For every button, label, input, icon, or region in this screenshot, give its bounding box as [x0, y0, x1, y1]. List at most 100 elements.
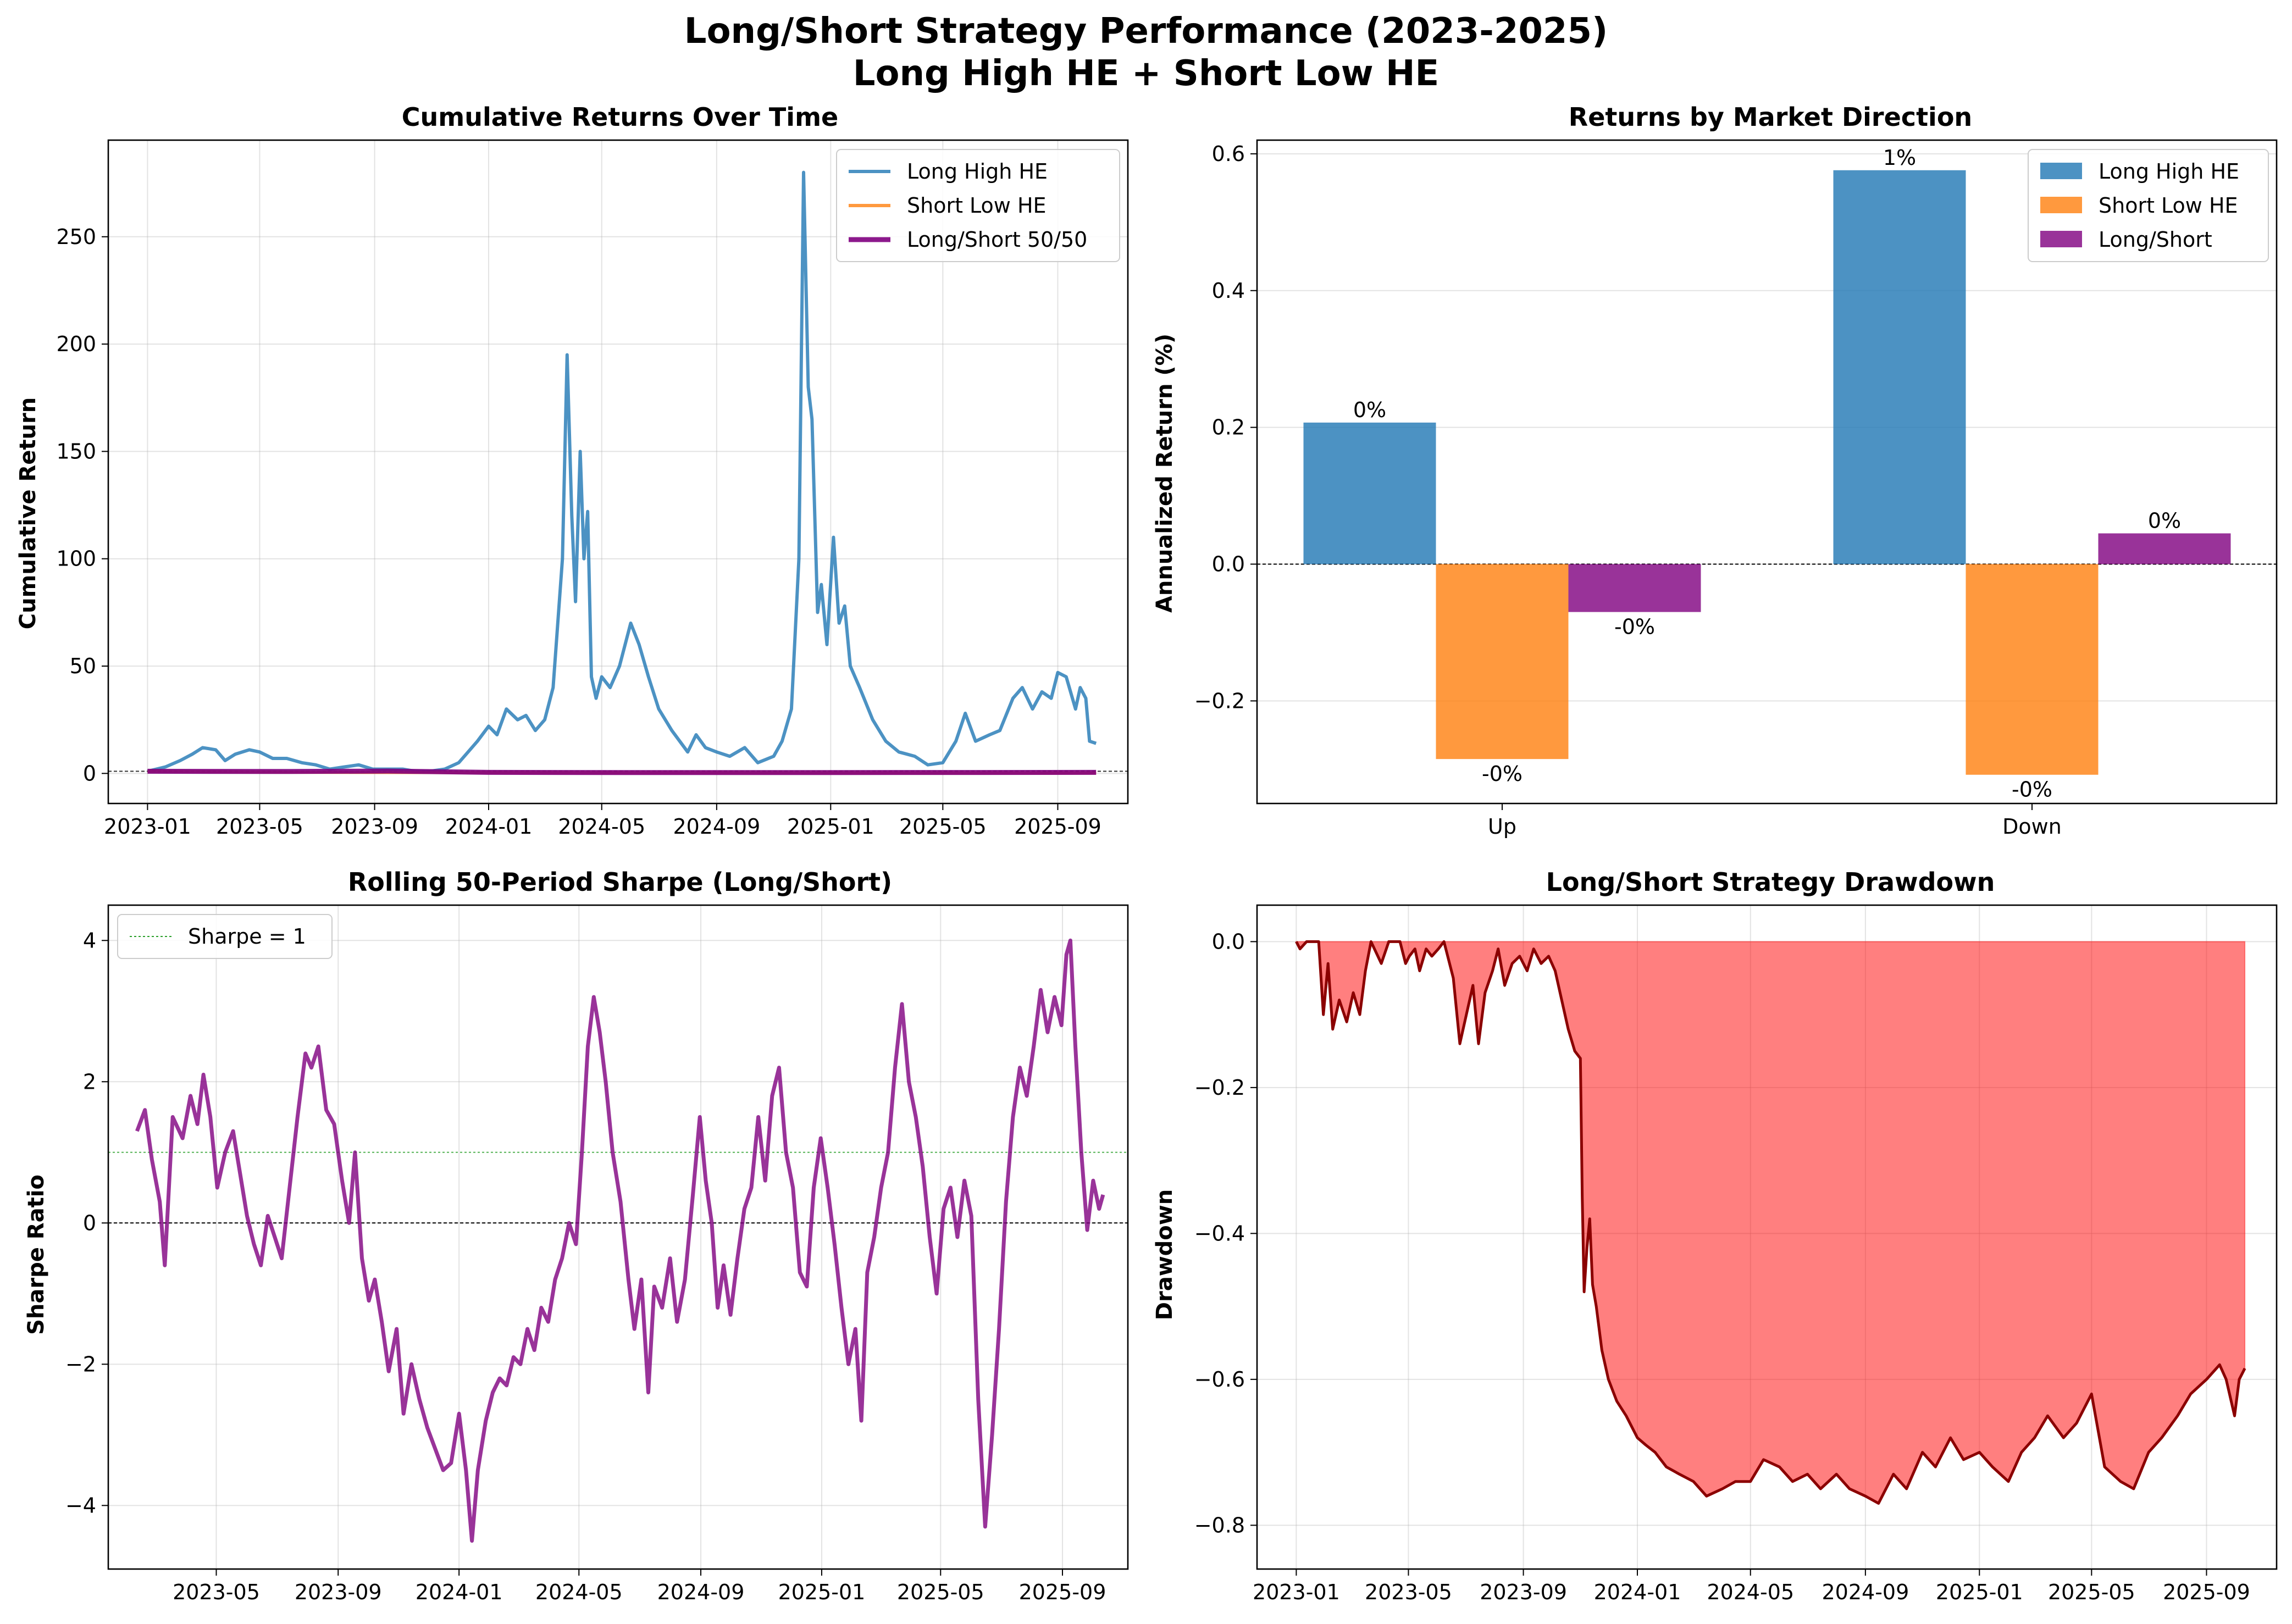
panel-title: Long/Short Strategy Drawdown	[1546, 867, 1995, 897]
legend-label: Long High HE	[2099, 159, 2239, 184]
x-tick-label: 2023-09	[331, 814, 418, 839]
bar-value-label: -0%	[1614, 615, 1655, 639]
y-tick-label: −0.6	[1194, 1367, 1245, 1392]
x-tick-label: 2025-09	[1019, 1580, 1106, 1604]
legend-label: Short Low HE	[907, 193, 1047, 218]
legend-label: Long/Short	[2099, 228, 2212, 252]
x-tick-label: 2025-01	[778, 1580, 866, 1604]
axes-frame	[1256, 904, 2278, 1570]
drawdown-line	[1295, 940, 2246, 1505]
y-tick-label: −0.2	[1194, 689, 1245, 713]
x-tick-label: 2023-09	[295, 1580, 382, 1604]
x-tick-label: 2023-01	[104, 814, 191, 839]
bar-value-label: -0%	[2012, 778, 2052, 802]
y-tick-label: 2	[83, 1069, 96, 1094]
y-axis-label: Sharpe Ratio	[24, 1174, 49, 1335]
y-tick-label: −2	[65, 1352, 96, 1376]
legend-swatch	[2040, 231, 2082, 247]
legend-box	[2028, 149, 2269, 262]
y-tick-label: 250	[56, 225, 96, 249]
bar-value-label: 1%	[1883, 146, 1916, 170]
x-tick-label: Up	[1488, 814, 1516, 839]
y-tick-label: 0	[83, 1211, 96, 1235]
y-tick-label: 0	[83, 761, 96, 785]
panel-title: Rolling 50-Period Sharpe (Long/Short)	[348, 867, 892, 897]
panel-drawdown: Long/Short Strategy Drawdown Drawdown 20…	[1152, 867, 2278, 1604]
y-tick-label: 50	[70, 654, 96, 678]
drawdown-area	[1295, 940, 2246, 1504]
y-axis-label: Drawdown	[1152, 1189, 1177, 1320]
bar-value-label: 0%	[1353, 398, 1386, 422]
x-tick-label: 2023-01	[1253, 1580, 1340, 1604]
legend-swatch	[2040, 197, 2082, 213]
panel-title: Returns by Market Direction	[1569, 102, 1972, 132]
x-tick-label: 2024-05	[1707, 1580, 1794, 1604]
y-tick-label: 150	[56, 439, 96, 463]
y-tick-label: 0.6	[1212, 142, 1245, 166]
y-axis-label: Annualized Return (%)	[1152, 334, 1177, 613]
series-line	[147, 768, 1097, 775]
y-tick-label: 200	[56, 332, 96, 356]
y-tick-label: 0.0	[1212, 929, 1245, 954]
panel-returns-by-direction: Returns by Market Direction Annualized R…	[1152, 102, 2278, 839]
y-axis-label: Cumulative Return	[15, 397, 41, 629]
y-tick-label: 0.2	[1212, 415, 1245, 440]
legend-swatch	[2040, 163, 2082, 179]
axes-frame	[107, 139, 1129, 805]
y-tick-label: 0.4	[1212, 279, 1245, 303]
x-tick-label: 2025-01	[1936, 1580, 2023, 1604]
figure-title-line2: Long High HE + Short Low HE	[853, 53, 1440, 94]
sharpe-line	[135, 938, 1105, 1543]
panel-title: Cumulative Returns Over Time	[402, 102, 838, 132]
y-tick-label: 100	[56, 547, 96, 571]
plot-area: 2023-05 2023-09 2024-01 2024-05 2024-09 2025-…	[65, 904, 1129, 1604]
legend-box	[117, 914, 333, 959]
legend-label: Short Low HE	[2099, 193, 2238, 218]
bar	[1436, 564, 1569, 760]
bar	[1568, 564, 1701, 612]
x-tick-label: 2024-01	[416, 1580, 503, 1604]
x-tick-label: 2025-09	[2163, 1580, 2250, 1604]
bar	[2098, 533, 2231, 564]
x-tick-label: 2024-05	[535, 1580, 623, 1604]
x-tick-label: 2025-01	[787, 814, 874, 839]
panel-cumulative-returns: Cumulative Returns Over Time Cumulative …	[15, 102, 1129, 839]
x-tick-label: Down	[2002, 814, 2062, 839]
legend-label: Long High HE	[907, 159, 1048, 184]
y-tick-label: 0.0	[1212, 552, 1245, 576]
x-tick-label: 2025-05	[897, 1580, 984, 1604]
x-tick-label: 2024-09	[673, 814, 760, 839]
series-line	[147, 170, 1097, 773]
bar	[1833, 170, 1966, 564]
y-tick-label: −0.8	[1194, 1513, 1245, 1537]
bar-value-label: -0%	[1482, 762, 1523, 786]
x-tick-label: 2024-09	[657, 1580, 745, 1604]
legend-label: Long/Short 50/50	[907, 228, 1087, 252]
bar	[1966, 564, 2099, 775]
x-tick-label: 2023-09	[1480, 1580, 1567, 1604]
x-tick-label: 2023-05	[216, 814, 303, 839]
y-tick-label: −0.4	[1194, 1221, 1245, 1245]
y-tick-label: 4	[83, 928, 96, 952]
plot-area: 2023-01 2023-05 2023-09 2024-01 2024-05 2024-…	[1194, 904, 2278, 1604]
legend-label: Sharpe = 1	[188, 924, 306, 949]
panel-rolling-sharpe: Rolling 50-Period Sharpe (Long/Short) Sh…	[24, 867, 1129, 1604]
x-tick-label: 2025-05	[899, 814, 987, 839]
x-tick-label: 2024-01	[1594, 1580, 1681, 1604]
plot-area: 0% 1% -0% -0% -0% 0% Up Down −0.2 0.0 0.2 0.4 0.6 Lon…	[1194, 139, 2278, 839]
x-tick-label: 2024-01	[445, 814, 533, 839]
y-tick-label: −4	[65, 1493, 96, 1517]
y-tick-label: −0.2	[1194, 1076, 1245, 1100]
plot-area: 2023-01 2023-05 2023-09 2024-01 2024-05 2024-…	[56, 139, 1129, 839]
x-tick-label: 2025-09	[1014, 814, 1101, 839]
figure-title-line1: Long/Short Strategy Performance (2023-20…	[684, 11, 1608, 52]
legend-box	[836, 149, 1120, 262]
x-tick-label: 2024-09	[1822, 1580, 1909, 1604]
bar-value-label: 0%	[2148, 508, 2181, 533]
bar	[1303, 422, 1436, 564]
x-tick-label: 2023-05	[173, 1580, 260, 1604]
axes-frame	[107, 904, 1129, 1570]
x-tick-label: 2024-05	[558, 814, 645, 839]
axes-frame	[1256, 139, 2278, 805]
